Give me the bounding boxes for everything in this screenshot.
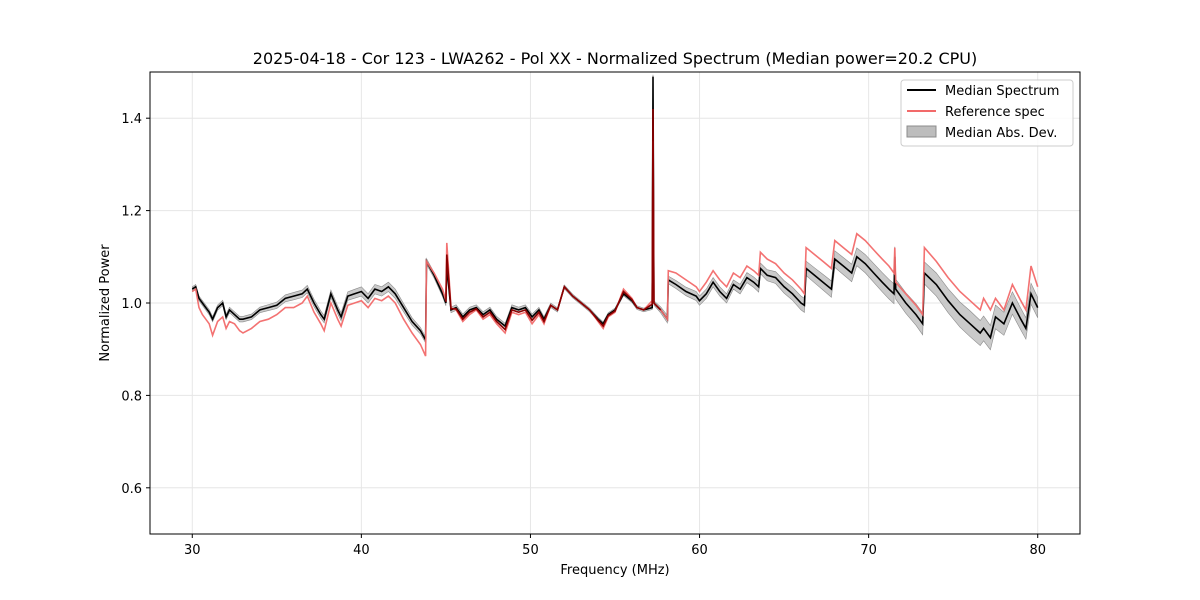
legend-reference-label: Reference spec (945, 105, 1045, 120)
reference-spectrum-line (191, 141, 1039, 357)
chart-legend: Median Spectrum Reference spec Median Ab… (900, 79, 1074, 147)
y-tick-label: 1.0 (121, 297, 142, 312)
overlap-segment-line (445, 108, 662, 332)
x-tick-label: 60 (691, 543, 708, 558)
x-axis-label: Frequency (MHz) (560, 563, 669, 578)
y-tick-label: 0.6 (121, 482, 142, 497)
y-tick-label: 0.8 (121, 389, 142, 404)
x-axis-ticks: 30 40 50 60 70 80 (184, 534, 1046, 558)
y-axis-ticks: 0.6 0.8 1.0 1.2 1.4 (121, 112, 150, 497)
y-axis-label: Normalized Power (98, 244, 113, 362)
x-tick-label: 40 (353, 543, 370, 558)
y-tick-label: 1.2 (121, 205, 142, 220)
x-tick-label: 30 (184, 543, 201, 558)
x-tick-label: 80 (1029, 543, 1046, 558)
y-tick-label: 1.4 (121, 112, 142, 127)
legend-median-label: Median Spectrum (945, 84, 1059, 99)
legend-mad-swatch (906, 125, 937, 138)
legend-mad-label: Median Abs. Dev. (945, 126, 1057, 141)
legend-box (900, 79, 1074, 147)
series-layer (191, 76, 1039, 357)
x-tick-label: 50 (522, 543, 539, 558)
chart-title: 2025-04-18 - Cor 123 - LWA262 - Pol XX -… (253, 49, 977, 68)
plot-area (191, 74, 1039, 357)
x-tick-label: 70 (860, 543, 877, 558)
